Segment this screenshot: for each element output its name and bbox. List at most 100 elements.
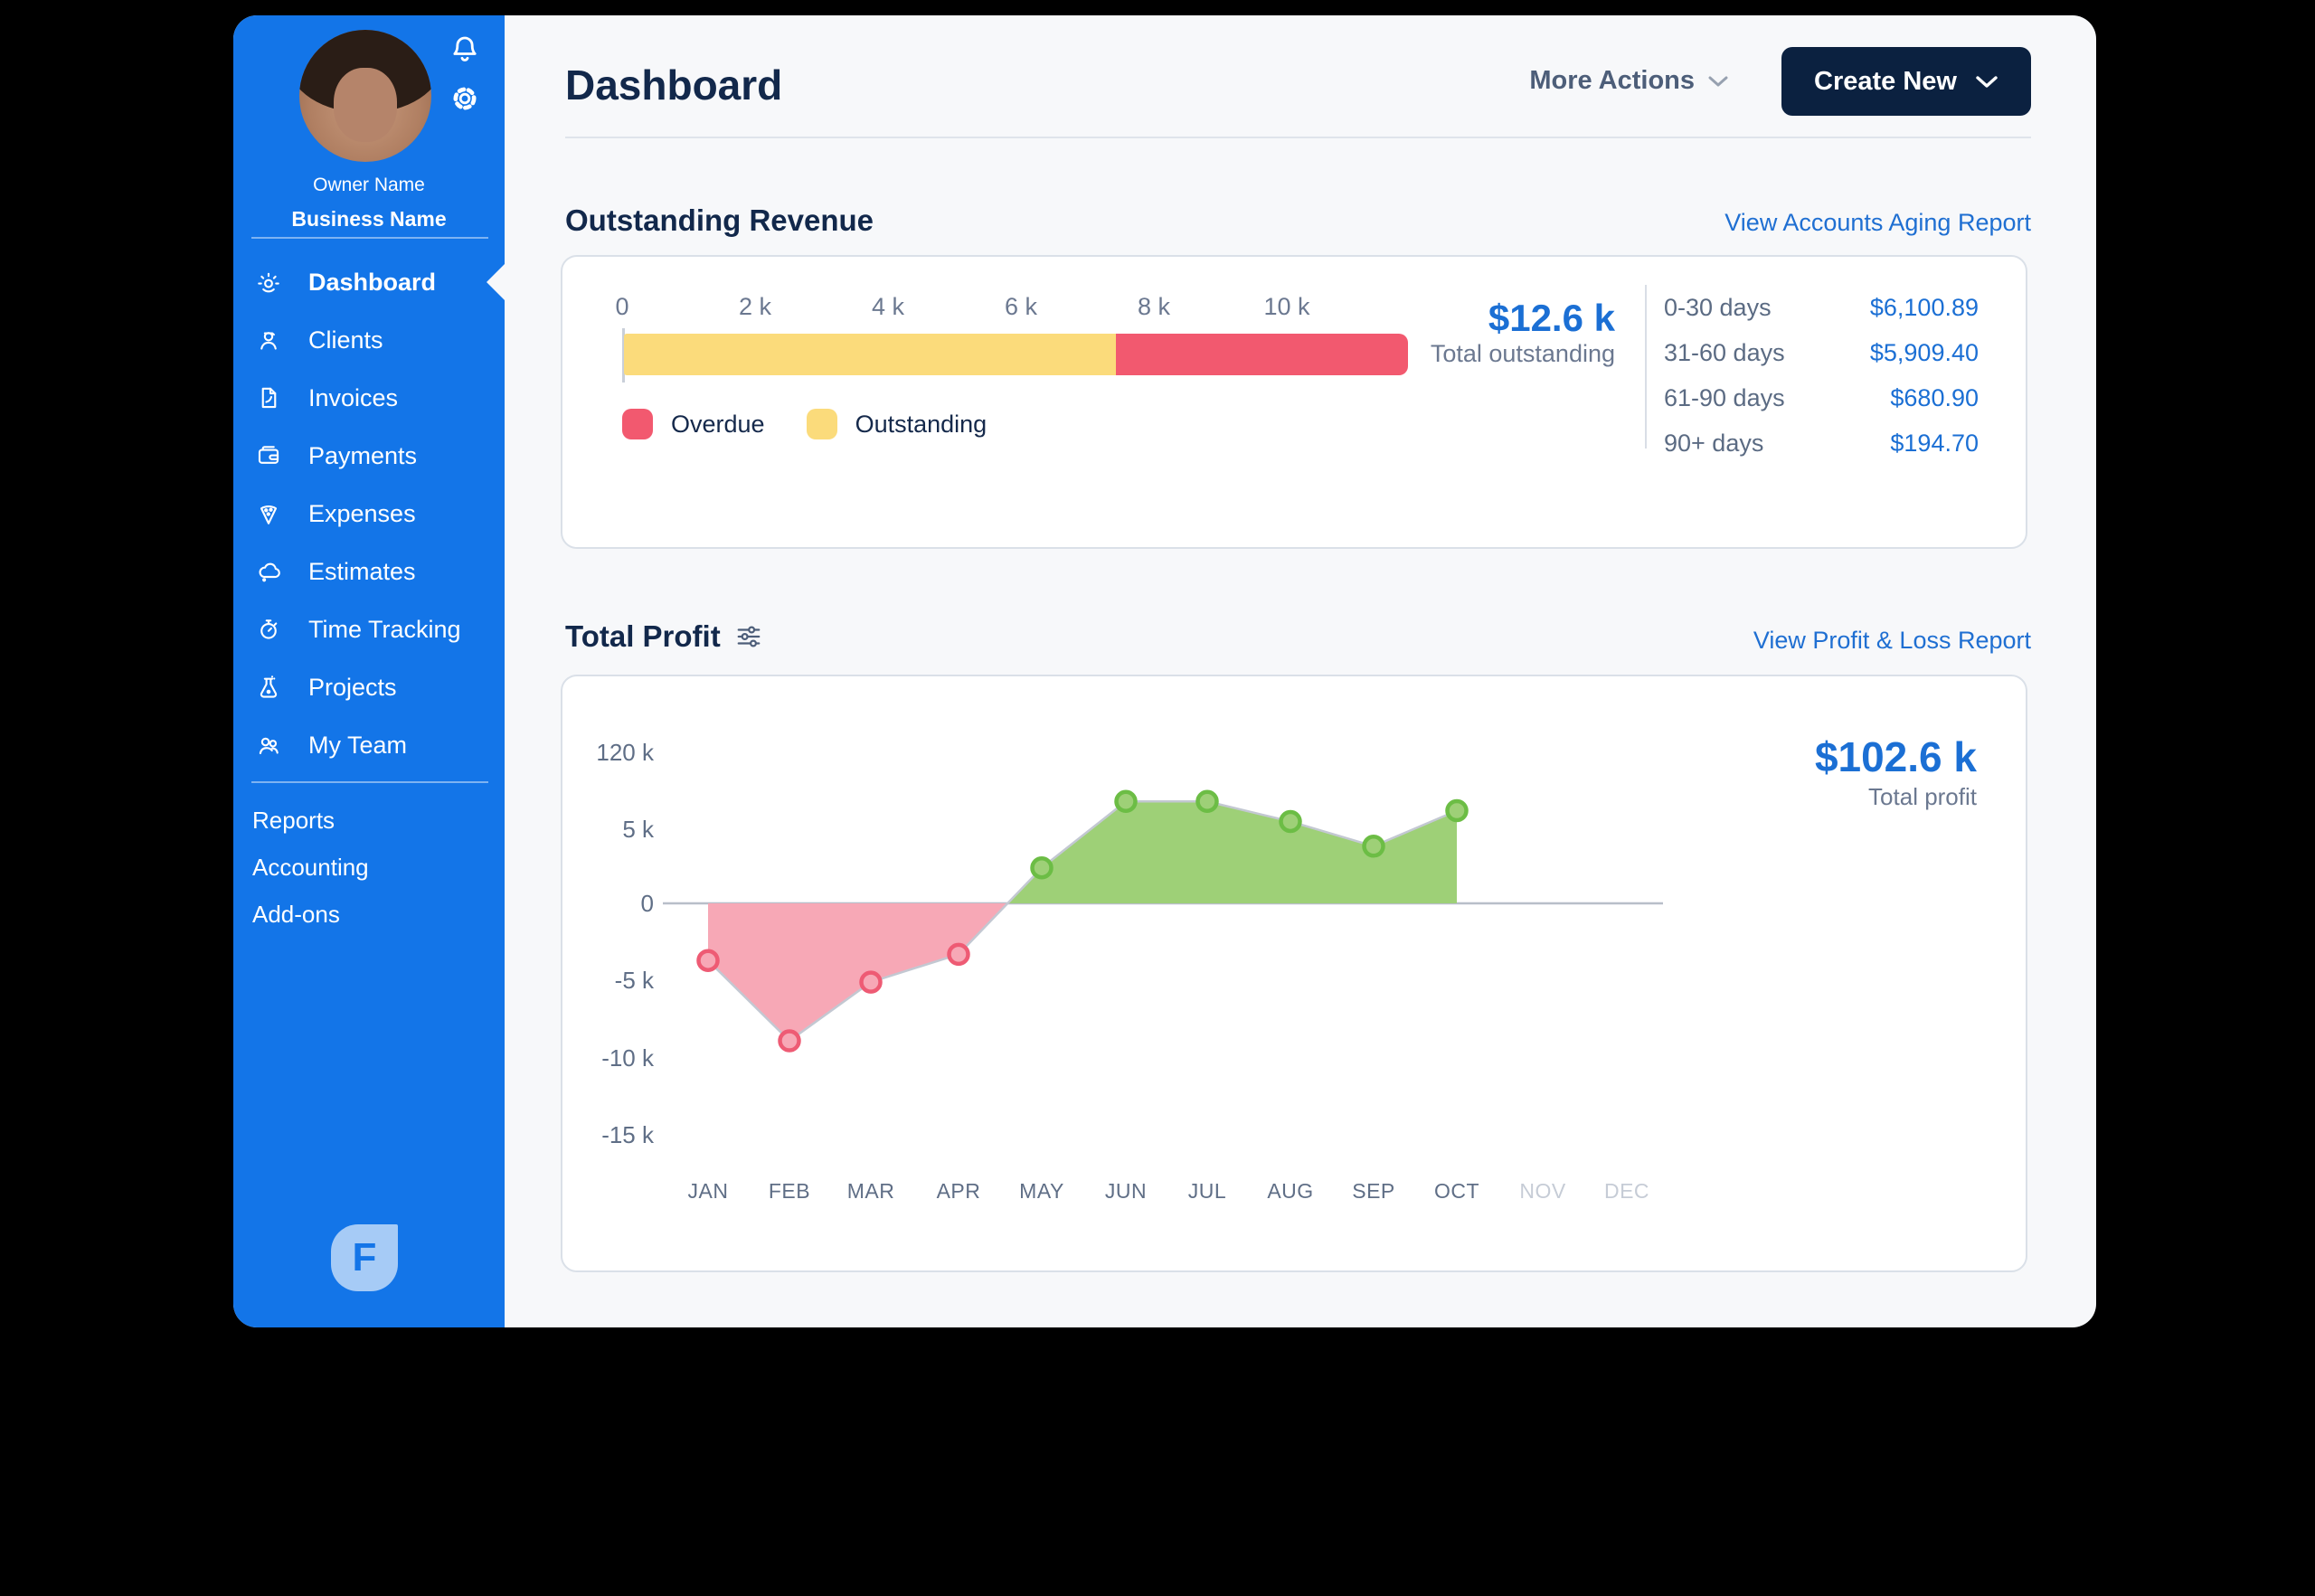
revenue-axis-tick: 4 k xyxy=(871,293,905,320)
legend-entry-overdue: Overdue xyxy=(622,409,765,439)
app-window: Owner Name Business Name Dashboard Client… xyxy=(233,15,2096,1327)
profit-y-tick: 5 k xyxy=(622,816,655,843)
profit-x-tick: JUN xyxy=(1105,1179,1147,1203)
revenue-axis-tick: 2 k xyxy=(738,293,772,320)
sidebar-item-my-team[interactable]: My Team xyxy=(233,716,505,774)
aging-value[interactable]: $680.90 xyxy=(1890,383,1979,411)
stopwatch-icon xyxy=(255,616,282,643)
sidebar-item-clients[interactable]: Clients xyxy=(233,311,505,369)
profit-point[interactable] xyxy=(1362,835,1385,858)
freshbooks-logo[interactable]: F xyxy=(331,1224,398,1291)
cloud-icon xyxy=(255,558,282,585)
sidebar-item-reports[interactable]: Reports xyxy=(252,806,335,834)
create-new-button[interactable]: Create New xyxy=(1781,47,2031,116)
profit-chart[interactable]: 120 k 5 k 0 -5 k -10 k -15 k JAN FEB MAR APR MAY JU… xyxy=(562,676,2026,1270)
aging-row: 0-30 days $6,100.89 xyxy=(1664,285,1979,330)
page-title: Dashboard xyxy=(565,61,783,109)
aging-label: 61-90 days xyxy=(1664,383,1785,411)
sidebar-item-estimates[interactable]: Estimates xyxy=(233,543,505,600)
profit-x-tick: JAN xyxy=(688,1179,729,1203)
revenue-axis-line xyxy=(622,328,625,382)
total-profit-card: 120 k 5 k 0 -5 k -10 k -15 k JAN FEB MAR APR MAY JU… xyxy=(561,675,2027,1272)
sidebar-item-expenses[interactable]: Expenses xyxy=(233,485,505,543)
business-name: Business Name xyxy=(291,207,447,231)
sidebar-item-payments[interactable]: Payments xyxy=(233,427,505,485)
aging-label: 90+ days xyxy=(1664,429,1764,457)
profit-x-tick: MAR xyxy=(847,1179,895,1203)
profit-point[interactable] xyxy=(947,942,970,967)
view-profit-loss-report-link[interactable]: View Profit & Loss Report xyxy=(1753,627,2031,654)
outstanding-revenue-title: Outstanding Revenue xyxy=(565,203,874,237)
header-divider xyxy=(565,137,2031,138)
profit-point[interactable] xyxy=(1030,855,1054,880)
profit-x-tick: DEC xyxy=(1604,1179,1649,1203)
sidebar-divider-2 xyxy=(251,781,488,783)
legend-entry-outstanding: Outstanding xyxy=(806,409,987,439)
profit-x-tick: AUG xyxy=(1267,1179,1313,1203)
total-outstanding-label: Total outstanding xyxy=(1430,340,1615,367)
more-actions-button[interactable]: More Actions xyxy=(1529,66,1729,96)
aging-row: 61-90 days $680.90 xyxy=(1664,375,1979,420)
profit-point[interactable] xyxy=(1114,789,1138,814)
aging-row: 31-60 days $5,909.40 xyxy=(1664,330,1979,375)
profit-point[interactable] xyxy=(859,970,883,994)
sidebar-item-add-ons[interactable]: Add-ons xyxy=(252,900,340,928)
sidebar: Owner Name Business Name Dashboard Client… xyxy=(233,15,505,1327)
profit-point[interactable] xyxy=(696,949,720,972)
total-profit-title: Total Profit xyxy=(565,619,762,654)
revenue-axis-tick: 6 k xyxy=(1004,293,1038,320)
filter-sliders-icon[interactable] xyxy=(735,623,762,650)
outstanding-revenue-card: 0 2 k 4 k 6 k 8 k 10 k Overdue Outstanding $12… xyxy=(561,255,2027,549)
wallet-icon xyxy=(255,442,282,469)
invoice-icon xyxy=(255,384,282,411)
sidebar-item-time-tracking[interactable]: Time Tracking xyxy=(233,600,505,658)
revenue-card-divider xyxy=(1645,285,1647,449)
flask-icon xyxy=(255,674,282,701)
sidebar-item-invoices[interactable]: Invoices xyxy=(233,369,505,427)
profit-point[interactable] xyxy=(1445,798,1469,823)
aging-label: 0-30 days xyxy=(1664,293,1772,321)
aging-value[interactable]: $194.70 xyxy=(1890,429,1979,457)
total-profit-label: Total profit xyxy=(1868,783,1977,810)
sidebar-item-accounting[interactable]: Accounting xyxy=(252,853,369,881)
profit-y-tick: -5 k xyxy=(615,967,655,994)
total-profit-value: $102.6 k xyxy=(1814,733,1977,780)
profit-y-tick: -15 k xyxy=(601,1121,655,1148)
outstanding-bar-segment[interactable] xyxy=(624,334,1116,375)
total-outstanding-value: $12.6 k xyxy=(1488,297,1615,339)
profit-x-tick: OCT xyxy=(1434,1179,1479,1203)
profit-point[interactable] xyxy=(1279,809,1302,834)
profit-point[interactable] xyxy=(778,1029,801,1053)
aging-list: 0-30 days $6,100.89 31-60 days $5,909.40 61-… xyxy=(1664,285,1979,466)
aging-value[interactable]: $5,909.40 xyxy=(1869,338,1979,366)
aging-value[interactable]: $6,100.89 xyxy=(1869,293,1979,321)
aging-row: 90+ days $194.70 xyxy=(1664,420,1979,466)
pizza-icon xyxy=(255,500,282,527)
profit-x-tick: APR xyxy=(937,1179,981,1203)
profit-line xyxy=(707,800,1458,1043)
gear-icon[interactable] xyxy=(447,80,483,117)
aging-label: 31-60 days xyxy=(1664,338,1785,366)
main-content: Dashboard More Actions Create New Outsta… xyxy=(505,15,2096,1327)
profit-y-tick: 120 k xyxy=(596,739,655,766)
sunrise-icon xyxy=(255,269,282,296)
legend-swatch xyxy=(806,409,837,439)
sidebar-item-projects[interactable]: Projects xyxy=(233,658,505,716)
overdue-bar-segment[interactable] xyxy=(1115,334,1409,375)
sidebar-divider xyxy=(251,237,488,239)
profit-y-tick: 0 xyxy=(641,890,654,917)
active-item-notch xyxy=(487,264,505,300)
avatar-face xyxy=(334,68,397,142)
profit-point[interactable] xyxy=(1195,789,1219,814)
sidebar-secondary-nav: Reports Accounting Add-ons xyxy=(233,797,505,938)
bell-icon[interactable] xyxy=(447,32,483,68)
profit-x-tick: FEB xyxy=(769,1179,810,1203)
sidebar-item-dashboard[interactable]: Dashboard xyxy=(233,253,505,311)
profit-x-tick: JUL xyxy=(1188,1179,1226,1203)
chevron-down-icon xyxy=(1708,76,1728,86)
revenue-axis-tick: 8 k xyxy=(1137,293,1171,320)
avatar[interactable] xyxy=(299,30,431,162)
revenue-axis-tick: 10 k xyxy=(1263,293,1310,320)
person-icon xyxy=(255,326,282,354)
view-accounts-aging-report-link[interactable]: View Accounts Aging Report xyxy=(1724,209,2031,236)
